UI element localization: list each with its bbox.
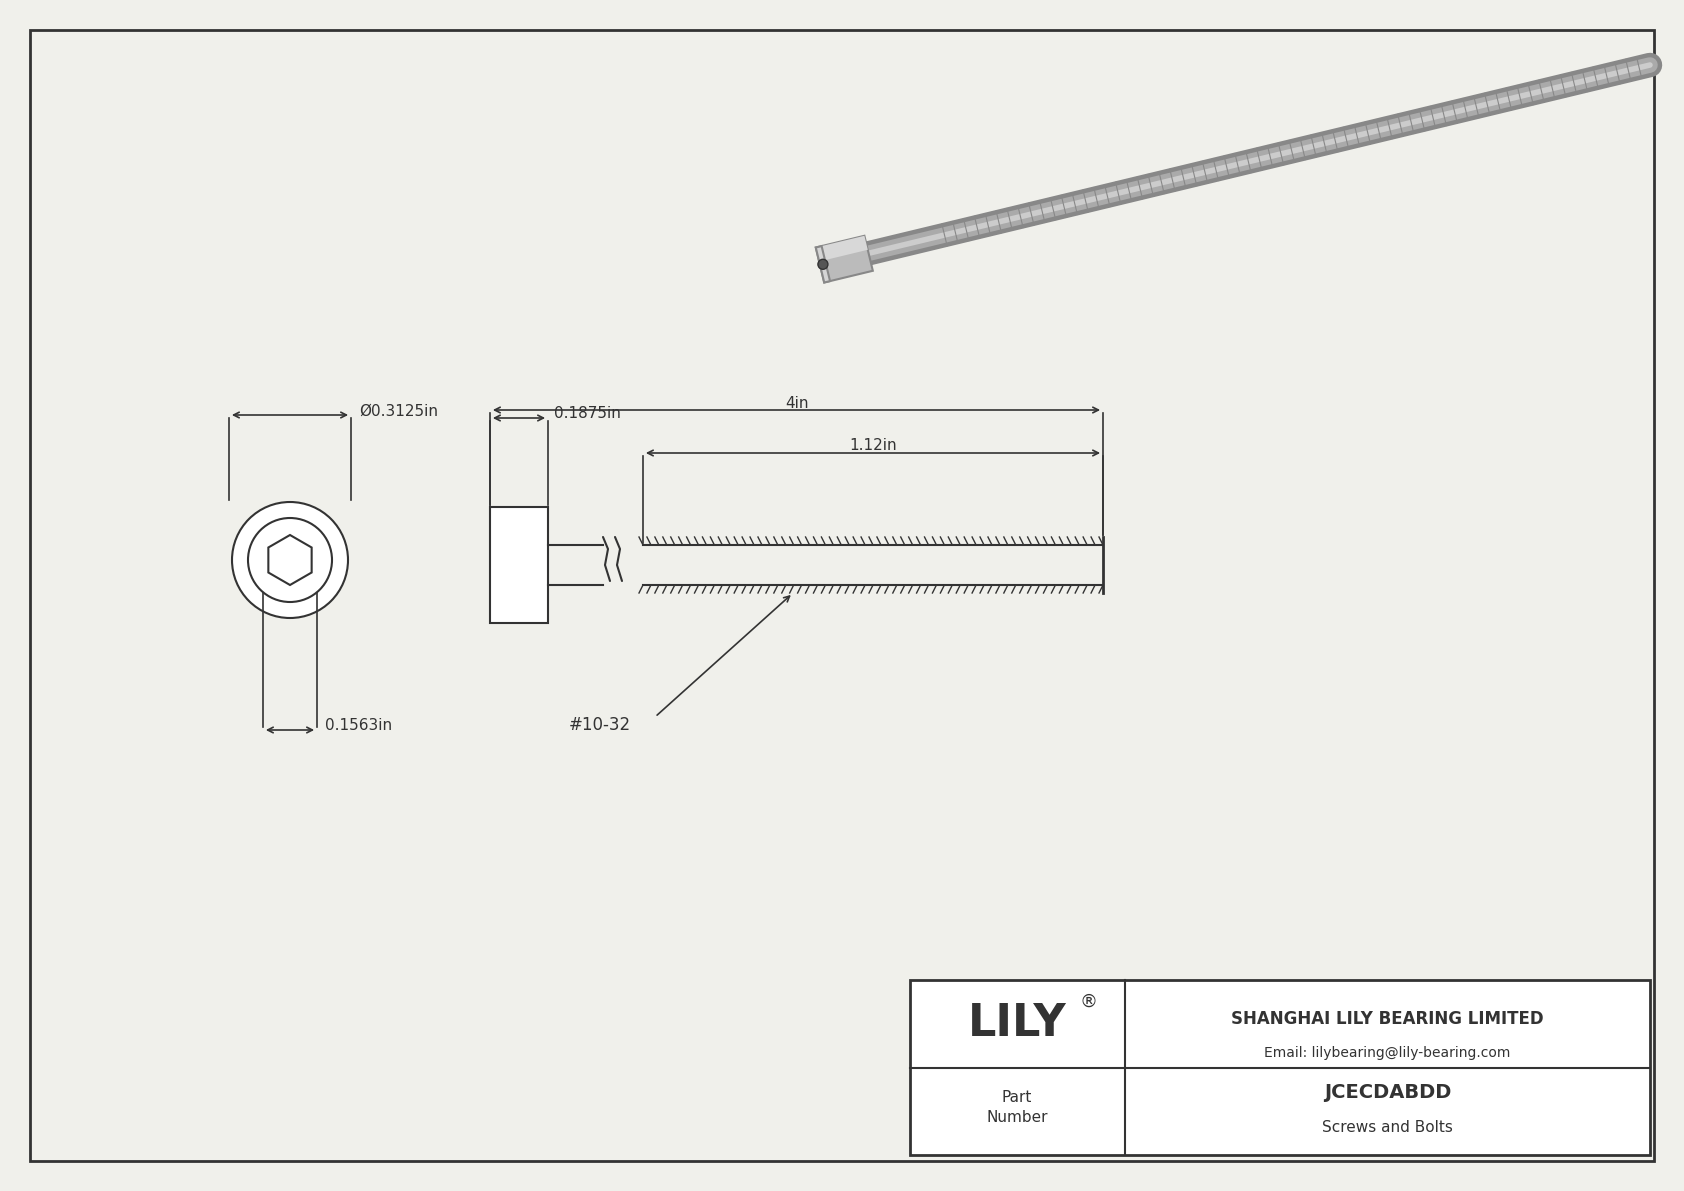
Text: LILY: LILY <box>968 1003 1066 1046</box>
Polygon shape <box>815 247 830 282</box>
Text: 0.1875in: 0.1875in <box>554 406 621 422</box>
Polygon shape <box>490 507 547 623</box>
Circle shape <box>232 501 349 618</box>
Polygon shape <box>815 236 867 262</box>
Polygon shape <box>268 535 312 585</box>
Polygon shape <box>815 236 872 282</box>
Text: JCECDABDD: JCECDABDD <box>1324 1083 1452 1102</box>
Circle shape <box>818 260 829 269</box>
Text: Email: lilybearing@lily-bearing.com: Email: lilybearing@lily-bearing.com <box>1265 1047 1511 1060</box>
Text: 4in: 4in <box>785 395 808 411</box>
Text: Screws and Bolts: Screws and Bolts <box>1322 1120 1453 1135</box>
Text: ®: ® <box>1079 993 1096 1011</box>
Text: Part
Number: Part Number <box>987 1090 1047 1125</box>
Text: 0.1563in: 0.1563in <box>325 718 392 734</box>
Text: 1.12in: 1.12in <box>849 438 898 454</box>
Text: Ø0.3125in: Ø0.3125in <box>359 404 438 418</box>
Text: #10-32: #10-32 <box>569 716 632 734</box>
Circle shape <box>248 518 332 601</box>
Bar <box>909 980 1650 1155</box>
Text: SHANGHAI LILY BEARING LIMITED: SHANGHAI LILY BEARING LIMITED <box>1231 1010 1544 1028</box>
